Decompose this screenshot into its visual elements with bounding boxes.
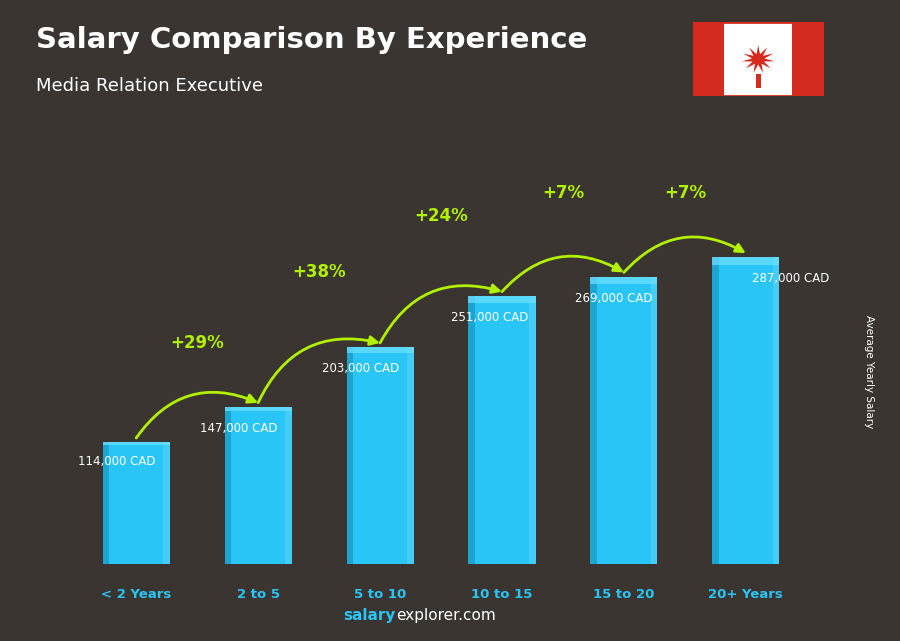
Bar bbox=[346, 347, 414, 353]
Bar bbox=[285, 407, 292, 564]
Text: Salary Comparison By Experience: Salary Comparison By Experience bbox=[36, 26, 587, 54]
Text: +24%: +24% bbox=[414, 207, 468, 225]
Text: 269,000 CAD: 269,000 CAD bbox=[575, 292, 652, 304]
Bar bbox=[163, 442, 170, 564]
Text: 203,000 CAD: 203,000 CAD bbox=[321, 362, 399, 375]
Text: 251,000 CAD: 251,000 CAD bbox=[451, 311, 528, 324]
Bar bbox=[103, 442, 170, 445]
Text: +7%: +7% bbox=[664, 185, 706, 203]
FancyBboxPatch shape bbox=[225, 407, 292, 564]
Bar bbox=[103, 442, 109, 564]
Bar bbox=[651, 277, 657, 564]
Text: Average Yearly Salary: Average Yearly Salary bbox=[863, 315, 874, 428]
Bar bbox=[773, 258, 779, 564]
Bar bbox=[712, 258, 719, 564]
FancyBboxPatch shape bbox=[712, 258, 779, 564]
Bar bbox=[590, 277, 657, 284]
Text: 10 to 15: 10 to 15 bbox=[472, 588, 533, 601]
Bar bbox=[468, 296, 475, 564]
FancyBboxPatch shape bbox=[346, 347, 414, 564]
Text: < 2 Years: < 2 Years bbox=[101, 588, 171, 601]
Text: salary: salary bbox=[344, 608, 396, 623]
Bar bbox=[590, 277, 597, 564]
Bar bbox=[693, 22, 724, 96]
Text: 287,000 CAD: 287,000 CAD bbox=[752, 272, 829, 285]
FancyBboxPatch shape bbox=[468, 296, 536, 564]
Text: 5 to 10: 5 to 10 bbox=[354, 588, 406, 601]
Text: +29%: +29% bbox=[170, 334, 224, 352]
Text: 147,000 CAD: 147,000 CAD bbox=[200, 422, 277, 435]
Bar bbox=[407, 347, 414, 564]
Text: 20+ Years: 20+ Years bbox=[708, 588, 783, 601]
FancyBboxPatch shape bbox=[103, 442, 170, 564]
Text: Media Relation Executive: Media Relation Executive bbox=[36, 77, 263, 95]
Text: +38%: +38% bbox=[292, 263, 346, 281]
Bar bbox=[468, 296, 536, 303]
Bar bbox=[792, 22, 824, 96]
Bar bbox=[712, 258, 779, 265]
Polygon shape bbox=[742, 46, 775, 72]
Bar bbox=[225, 407, 231, 564]
Text: explorer.com: explorer.com bbox=[396, 608, 496, 623]
Bar bbox=[346, 347, 353, 564]
Text: 114,000 CAD: 114,000 CAD bbox=[77, 455, 155, 468]
Bar bbox=[225, 407, 292, 411]
Text: 15 to 20: 15 to 20 bbox=[593, 588, 654, 601]
Text: 2 to 5: 2 to 5 bbox=[237, 588, 280, 601]
Bar bbox=[529, 296, 535, 564]
FancyBboxPatch shape bbox=[590, 277, 657, 564]
Bar bbox=[756, 74, 760, 88]
Text: +7%: +7% bbox=[542, 185, 584, 203]
